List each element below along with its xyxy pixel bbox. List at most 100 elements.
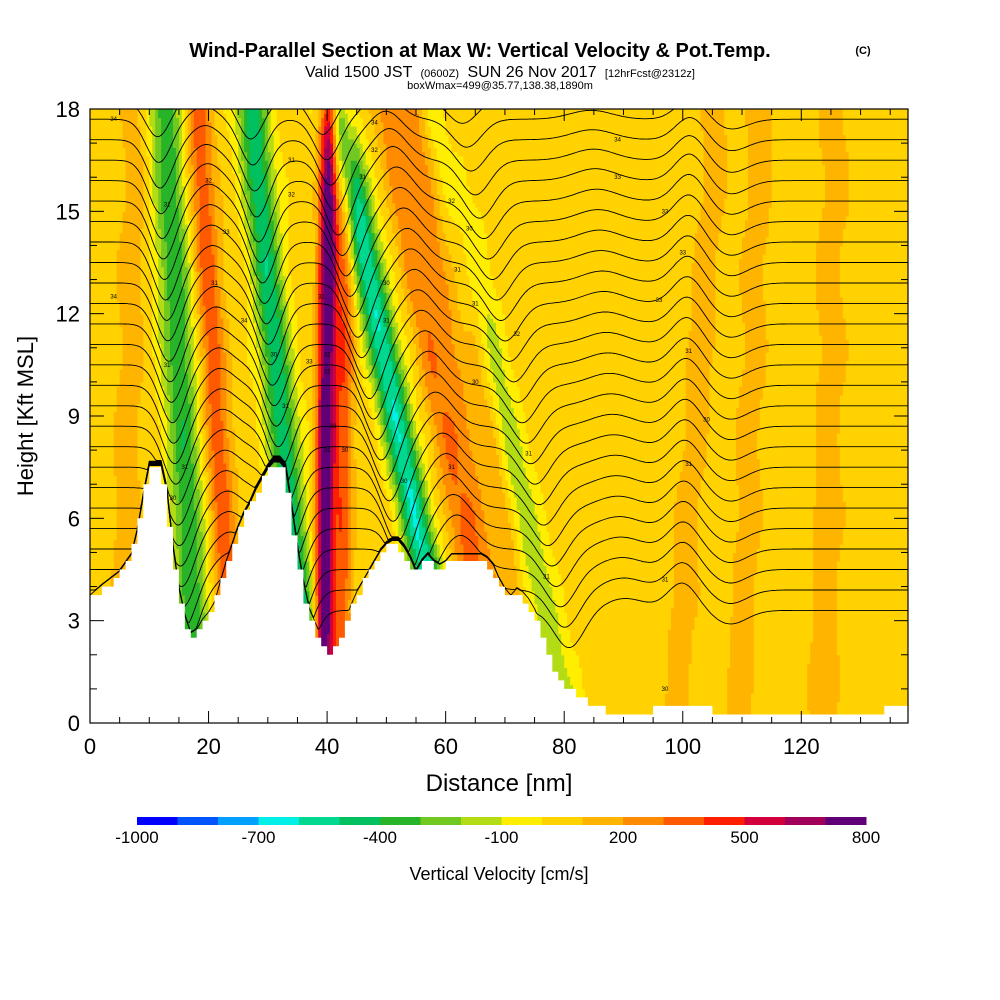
w-cell xyxy=(297,450,304,455)
w-cell xyxy=(309,492,313,498)
w-cell xyxy=(753,624,814,630)
w-cell xyxy=(466,416,491,421)
w-cell xyxy=(407,509,411,515)
w-cell xyxy=(335,607,346,613)
w-cell xyxy=(235,462,260,468)
w-cell xyxy=(528,437,687,443)
w-cell xyxy=(315,569,319,575)
w-cell xyxy=(510,403,524,409)
w-cell xyxy=(335,514,340,519)
w-cell xyxy=(181,548,198,554)
w-cell xyxy=(584,705,666,711)
w-cell xyxy=(226,420,233,426)
w-cell xyxy=(199,526,207,532)
w-cell xyxy=(439,565,444,571)
w-cell xyxy=(697,505,740,511)
w-cell xyxy=(312,603,316,609)
w-cell xyxy=(436,552,441,558)
w-cell xyxy=(727,680,755,686)
w-cell xyxy=(549,543,675,549)
w-cell xyxy=(113,458,139,464)
w-cell xyxy=(312,573,316,579)
w-cell xyxy=(330,462,334,468)
w-cell xyxy=(416,484,420,490)
w-cell xyxy=(442,420,456,426)
w-cell xyxy=(335,573,349,579)
w-cell xyxy=(205,569,210,575)
w-cell xyxy=(558,565,675,571)
w-cell xyxy=(753,650,811,656)
w-cell xyxy=(756,445,817,451)
w-cell xyxy=(321,599,331,605)
w-cell xyxy=(552,552,675,558)
w-cell xyxy=(347,441,352,447)
w-cell xyxy=(442,424,456,430)
w-cell xyxy=(501,484,509,490)
w-cell xyxy=(306,590,310,596)
w-cell xyxy=(312,433,316,438)
w-cell xyxy=(232,497,239,502)
w-cell xyxy=(211,479,216,485)
w-cell xyxy=(181,539,198,545)
w-cell xyxy=(504,450,524,455)
w-cell xyxy=(205,582,213,588)
w-cell xyxy=(499,458,503,464)
w-cell xyxy=(330,398,334,404)
w-cell xyxy=(193,497,201,502)
w-cell xyxy=(196,548,204,554)
w-cell xyxy=(113,462,139,468)
w-cell xyxy=(736,420,761,426)
w-cell xyxy=(318,441,322,447)
w-cell xyxy=(181,420,186,426)
w-cell xyxy=(389,416,393,421)
w-cell xyxy=(338,492,349,498)
w-cell xyxy=(543,548,553,554)
w-cell xyxy=(90,578,112,583)
w-cell xyxy=(413,514,417,519)
w-cell xyxy=(309,505,313,511)
w-cell xyxy=(238,475,263,481)
w-cell xyxy=(90,437,115,443)
w-cell xyxy=(235,531,239,536)
w-cell xyxy=(347,437,352,443)
w-cell xyxy=(318,518,322,524)
w-cell xyxy=(214,484,227,490)
w-cell xyxy=(341,497,349,502)
w-cell xyxy=(214,590,219,596)
w-cell xyxy=(842,531,908,536)
w-cell xyxy=(300,416,307,421)
w-cell xyxy=(398,475,402,481)
w-cell xyxy=(413,475,417,481)
w-cell xyxy=(418,437,426,443)
w-cell xyxy=(522,450,533,455)
w-cell xyxy=(264,398,272,404)
w-cell xyxy=(318,411,322,417)
w-cell xyxy=(407,543,411,549)
w-cell xyxy=(330,624,334,630)
w-cell xyxy=(208,488,213,494)
w-cell xyxy=(398,531,405,536)
w-cell xyxy=(327,637,331,643)
w-cell xyxy=(303,514,307,519)
w-cell xyxy=(196,509,201,515)
w-cell xyxy=(294,462,302,468)
w-cell xyxy=(525,411,687,417)
w-cell xyxy=(161,437,168,443)
w-cell xyxy=(501,424,518,430)
w-cell xyxy=(407,445,411,451)
w-cell xyxy=(258,462,269,468)
w-cell xyxy=(279,454,293,460)
w-cell xyxy=(175,514,183,519)
w-cell xyxy=(202,441,207,447)
w-cell xyxy=(321,420,331,426)
w-cell xyxy=(756,569,814,575)
w-cell xyxy=(424,475,432,481)
w-cell xyxy=(333,620,337,626)
w-cell xyxy=(217,539,230,545)
w-cell xyxy=(736,433,758,438)
w-cell xyxy=(475,518,485,524)
w-cell xyxy=(333,467,340,473)
w-cell xyxy=(202,411,207,417)
w-cell xyxy=(330,641,334,647)
w-cell xyxy=(312,424,316,430)
